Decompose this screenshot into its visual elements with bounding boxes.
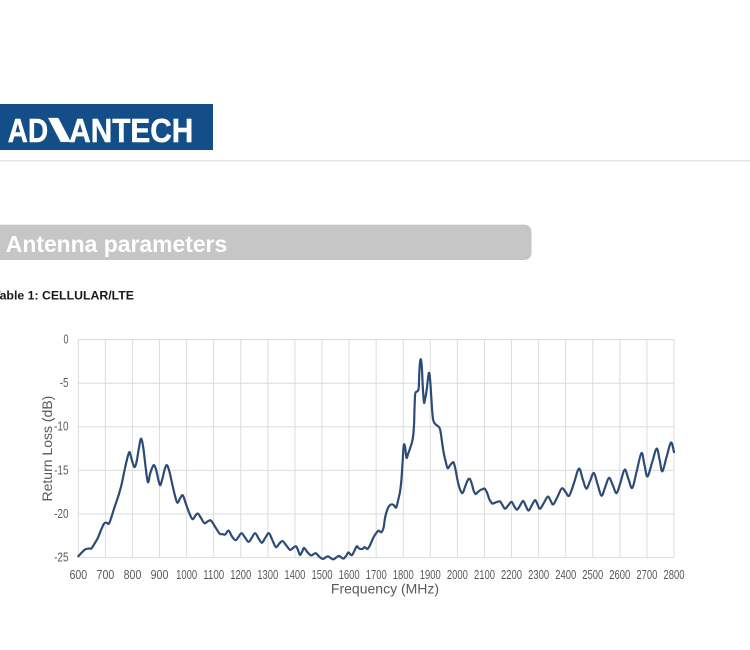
svg-text:800: 800 (124, 568, 142, 582)
svg-text:-20: -20 (54, 507, 68, 521)
svg-text:1400: 1400 (284, 568, 305, 582)
svg-text:700: 700 (97, 568, 115, 582)
svg-text:1300: 1300 (257, 568, 278, 582)
svg-text:2600: 2600 (609, 568, 630, 582)
svg-text:1100: 1100 (203, 568, 224, 582)
svg-text:2500: 2500 (582, 568, 603, 582)
svg-text:600: 600 (69, 568, 87, 582)
svg-text:1500: 1500 (312, 568, 333, 582)
svg-text:1200: 1200 (230, 568, 251, 582)
svg-text:1600: 1600 (339, 568, 360, 582)
svg-text:Frequency (MHz): Frequency (MHz) (331, 581, 439, 597)
svg-text:Table 1: CELLULAR/LTE: Table 1: CELLULAR/LTE (0, 289, 134, 303)
svg-text:0: 0 (64, 333, 69, 347)
svg-text:900: 900 (151, 568, 169, 582)
svg-text:2200: 2200 (501, 568, 522, 582)
svg-text:2000: 2000 (447, 568, 468, 582)
svg-text:2700: 2700 (636, 568, 657, 582)
svg-text:Return Loss (dB): Return Loss (dB) (39, 396, 55, 502)
svg-text:2300: 2300 (528, 568, 549, 582)
svg-text:2100: 2100 (474, 568, 495, 582)
svg-text:1900: 1900 (420, 568, 441, 582)
svg-text:1700: 1700 (366, 568, 387, 582)
svg-text:-5: -5 (60, 376, 69, 390)
svg-text:1000: 1000 (176, 568, 197, 582)
svg-text:-25: -25 (54, 551, 68, 565)
svg-text:AD: AD (8, 112, 48, 149)
svg-text:2400: 2400 (555, 568, 576, 582)
svg-text:-10: -10 (54, 420, 68, 434)
svg-text:-15: -15 (54, 463, 68, 477)
svg-text:ANTECH: ANTECH (69, 112, 193, 149)
svg-text:2800: 2800 (664, 568, 685, 582)
svg-text:1800: 1800 (393, 568, 414, 582)
svg-text:Antenna parameters: Antenna parameters (6, 231, 227, 257)
